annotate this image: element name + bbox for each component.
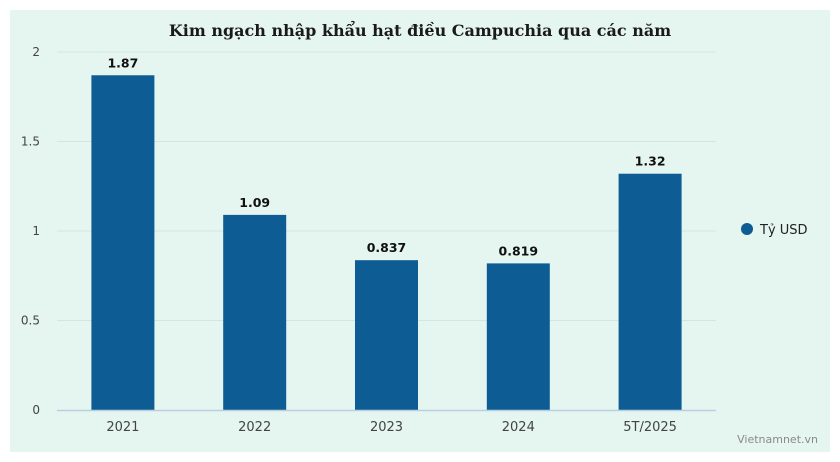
legend-marker: [741, 223, 753, 235]
x-tick-label: 2021: [106, 420, 139, 435]
bar-5t-2025[interactable]: [618, 173, 682, 410]
y-tick-label: 1.5: [21, 135, 40, 149]
x-tick-label: 5T/2025: [623, 420, 677, 435]
y-tick-label: 1: [32, 224, 40, 238]
legend[interactable]: Tỷ USD: [741, 223, 808, 238]
data-labels: 1.87 1.09 0.837 0.819 1.32: [107, 55, 665, 258]
y-tick-label: 0: [32, 403, 40, 417]
bar-2023[interactable]: [355, 260, 418, 410]
data-label: 1.32: [635, 154, 666, 169]
data-label: 0.837: [367, 240, 407, 255]
data-label: 1.09: [239, 195, 270, 210]
y-tick-label: 2: [32, 45, 40, 59]
y-tick-label: 0.5: [21, 314, 40, 328]
source-credit: Vietnamnet.vn: [737, 433, 818, 446]
bar-2021[interactable]: [91, 75, 155, 411]
x-tick-label: 2022: [238, 420, 271, 435]
chart-card: Kim ngạch nhập khẩu hạt điều Campuchia q…: [10, 10, 830, 452]
x-axis-ticks: 2021 2022 2023 2024 5T/2025: [106, 420, 677, 435]
bar-2024[interactable]: [486, 263, 550, 410]
bar-chart: Kim ngạch nhập khẩu hạt điều Campuchia q…: [21, 19, 818, 446]
x-tick-label: 2023: [370, 420, 403, 435]
data-label: 1.87: [107, 55, 138, 70]
bars: [91, 75, 682, 411]
data-label: 0.819: [499, 243, 539, 258]
legend-label: Tỷ USD: [759, 223, 808, 238]
y-axis-ticks: 0 0.5 1 1.5 2: [21, 45, 40, 417]
bar-2022[interactable]: [223, 214, 287, 410]
x-tick-label: 2024: [502, 420, 535, 435]
chart-title: Kim ngạch nhập khẩu hạt điều Campuchia q…: [169, 19, 671, 40]
